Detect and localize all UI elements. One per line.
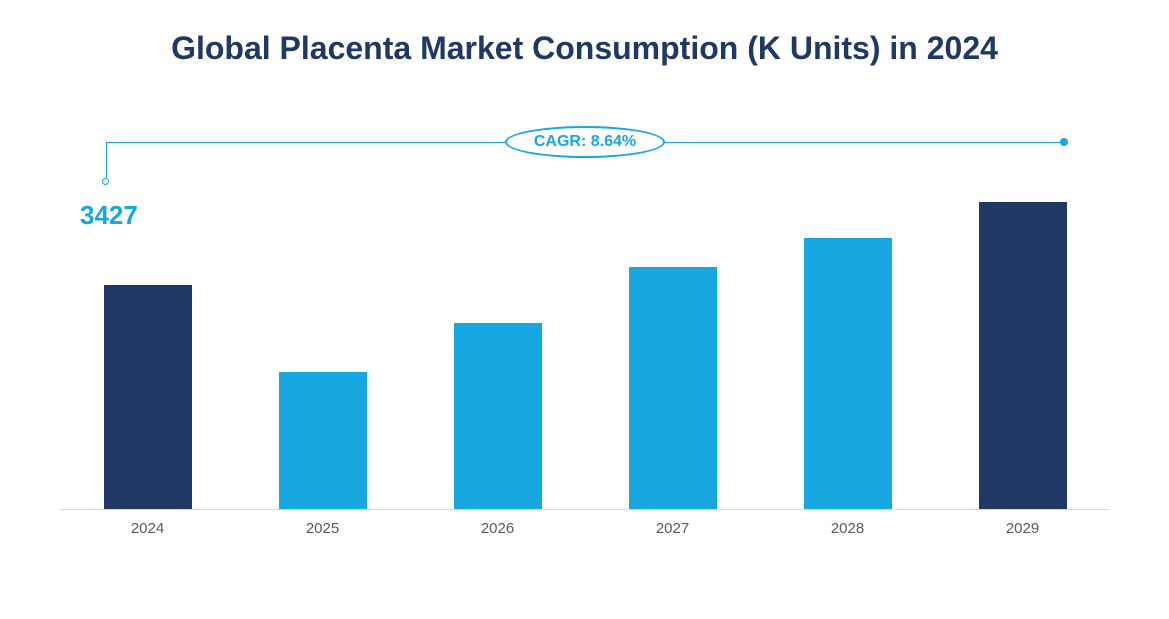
bar-slot	[585, 170, 760, 509]
bar-slot	[235, 170, 410, 509]
bar	[804, 238, 892, 509]
bar-slot	[760, 170, 935, 509]
cagr-badge: CAGR: 8.64%	[505, 126, 665, 158]
chart-title: Global Placenta Market Consumption (K Un…	[0, 30, 1169, 67]
bar	[454, 323, 542, 509]
bars-container	[60, 170, 1110, 510]
x-axis-label: 2025	[235, 510, 410, 550]
bar-slot	[60, 170, 235, 509]
bar-slot	[410, 170, 585, 509]
bar	[979, 202, 1067, 509]
x-axis-label: 2028	[760, 510, 935, 550]
cagr-label: CAGR: 8.64%	[534, 133, 636, 151]
bar-slot	[935, 170, 1110, 509]
bar	[629, 267, 717, 509]
x-axis-label: 2029	[935, 510, 1110, 550]
x-axis-label: 2026	[410, 510, 585, 550]
bar	[104, 285, 192, 509]
x-axis-labels: 202420252026202720282029	[60, 510, 1110, 550]
chart-area: CAGR: 8.64% 3427 20242025202620272028202…	[60, 170, 1110, 550]
x-axis-label: 2024	[60, 510, 235, 550]
bar	[279, 372, 367, 509]
cagr-line-end-dot	[1060, 138, 1068, 146]
x-axis-label: 2027	[585, 510, 760, 550]
